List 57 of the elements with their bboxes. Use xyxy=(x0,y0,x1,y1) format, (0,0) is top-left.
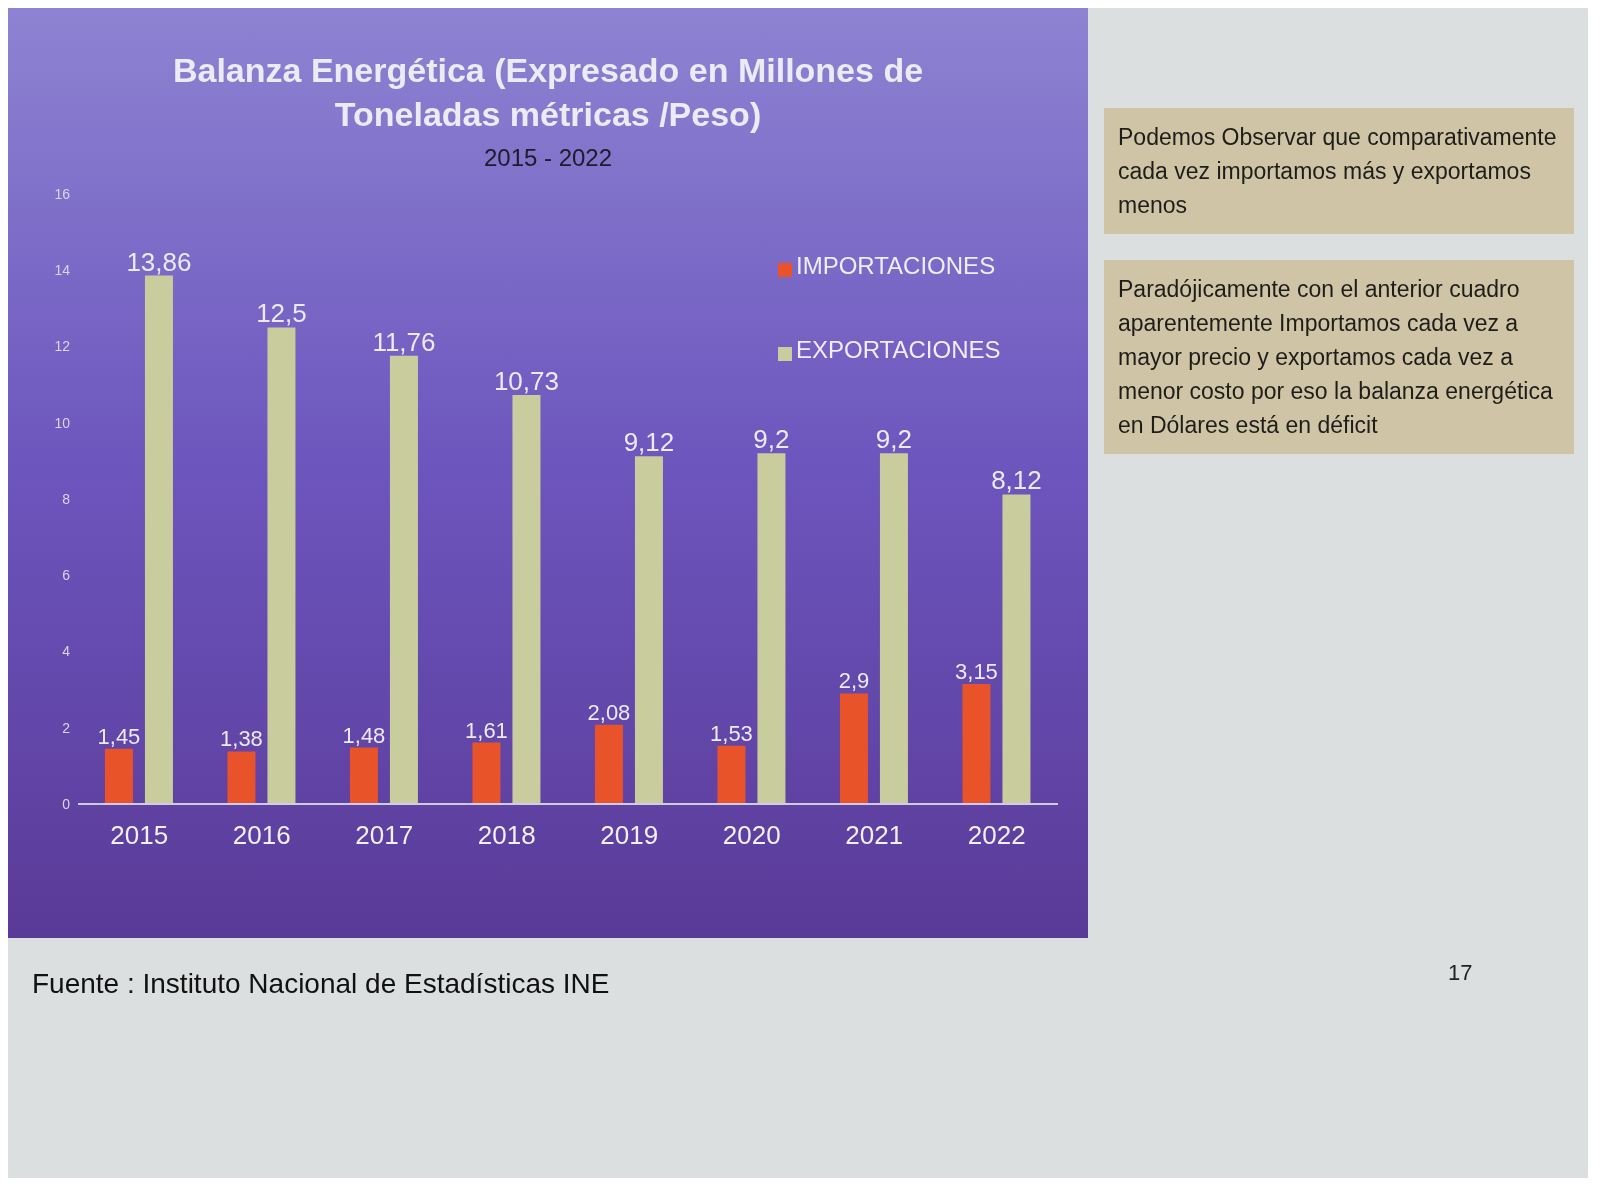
legend-label: IMPORTACIONES xyxy=(796,252,996,279)
data-label: 3,15 xyxy=(955,658,998,684)
x-tick-label: 2017 xyxy=(355,820,414,851)
data-label: 9,2 xyxy=(875,424,913,455)
bar xyxy=(104,748,133,804)
data-label: 13,86 xyxy=(126,246,192,277)
data-label: 1,45 xyxy=(97,723,141,749)
bar xyxy=(349,747,378,804)
bar xyxy=(144,275,173,804)
bar xyxy=(839,693,868,804)
y-tick-label: 8 xyxy=(62,490,71,507)
bar xyxy=(512,394,541,804)
legend-label: EXPORTACIONES xyxy=(796,336,1001,363)
y-tick-label: 0 xyxy=(62,795,71,812)
data-label: 2,9 xyxy=(838,668,870,694)
x-tick-label: 2020 xyxy=(722,820,781,851)
y-tick-label: 4 xyxy=(62,643,71,660)
bar xyxy=(389,355,418,804)
x-tick-label: 2021 xyxy=(845,820,904,851)
bar xyxy=(1002,494,1031,804)
y-tick-label: 14 xyxy=(54,262,71,279)
data-label: 2,08 xyxy=(587,699,631,725)
bar xyxy=(634,456,663,804)
bar xyxy=(472,742,501,804)
y-tick-label: 6 xyxy=(62,567,71,584)
x-tick-label: 2018 xyxy=(477,820,536,851)
bar xyxy=(879,453,908,804)
bar xyxy=(717,745,746,804)
chart-title: Balanza Energética (Expresado en Millones de Toneladas métricas /Peso) xyxy=(171,50,925,135)
text: Podemos Observar que comparativamente cada vez importamos más y exportamos menos xyxy=(1104,108,1574,234)
bar xyxy=(267,327,296,804)
text: Paradójicamente con el anterior cuadro aparentemente Importamos cada vez a mayor precio y exportamos cada vez a menor costo por eso la balanza energética en Dólares está en déficit xyxy=(1104,260,1574,454)
data-label: 8,12 xyxy=(991,465,1042,496)
data-label: 9,12 xyxy=(623,427,675,458)
x-tick-label: 2016 xyxy=(232,820,291,851)
bar xyxy=(962,683,991,804)
data-label: 11,76 xyxy=(372,326,436,357)
data-label: 1,61 xyxy=(465,717,508,743)
x-tick-label: 2019 xyxy=(600,820,659,851)
data-label: 1,38 xyxy=(220,726,263,752)
data-label: 9,2 xyxy=(753,424,790,455)
bar xyxy=(227,751,256,804)
y-tick-label: 2 xyxy=(62,719,71,736)
text: 17 xyxy=(1448,960,1473,986)
x-tick-label: 2015 xyxy=(110,820,169,851)
bar xyxy=(757,453,786,804)
y-tick-label: 10 xyxy=(54,414,71,431)
x-tick-label: 2022 xyxy=(967,820,1026,851)
y-tick-label: 12 xyxy=(54,338,71,355)
data-label: 12,5 xyxy=(256,298,307,329)
data-label: 1,48 xyxy=(342,722,386,748)
chart-subtitle: 2015 - 2022 xyxy=(482,144,614,172)
data-label: 10,73 xyxy=(493,365,559,396)
bar xyxy=(594,724,623,804)
source-note: Fuente : Instituto Nacional de Estadísticas INE xyxy=(32,968,610,1000)
data-label: 1,53 xyxy=(710,720,753,746)
y-tick-label: 16 xyxy=(54,185,71,202)
